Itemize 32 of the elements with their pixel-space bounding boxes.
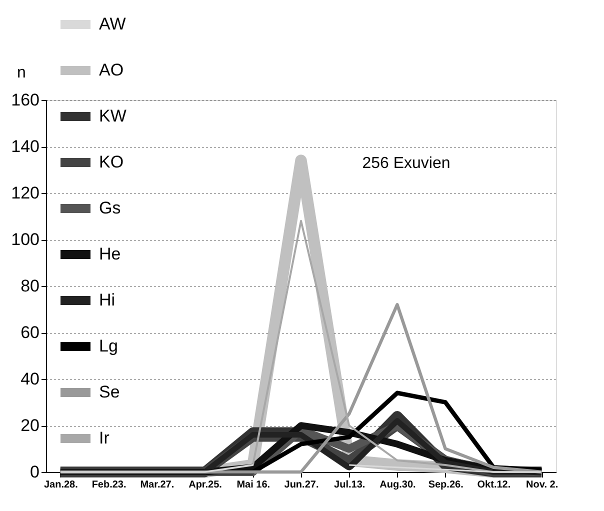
legend-label: AO — [99, 60, 124, 80]
y-axis-title: n — [17, 64, 26, 82]
legend-label: He — [99, 244, 121, 264]
y-tick-label: 20 — [20, 416, 40, 435]
y-tick-label: 80 — [20, 276, 40, 296]
x-tick-label: Nov. 2. — [526, 480, 558, 490]
y-tick-label: 100 — [11, 230, 40, 249]
x-tick-label: Jun.27. — [284, 480, 319, 490]
y-tick-label: 40 — [20, 370, 40, 388]
x-tick-label: Apr.25. — [188, 480, 222, 490]
x-tick-label: Feb.23. — [92, 480, 126, 490]
x-tick-label: Mai 16. — [236, 480, 270, 490]
x-tick-label: Okt.12. — [477, 480, 511, 490]
legend-label: AW — [99, 14, 126, 34]
y-tick-label: 160 — [11, 90, 40, 110]
x-tick-label: Aug.30. — [380, 480, 416, 490]
legend-label: Ir — [99, 428, 110, 448]
legend-label: Hi — [99, 290, 116, 310]
y-tick-label: 60 — [20, 323, 40, 342]
x-tick-label: Sep.26. — [428, 480, 464, 490]
y-tick-label: 0 — [30, 462, 40, 482]
legend-label: KO — [99, 152, 124, 172]
x-tick-label: Jul.13. — [334, 480, 366, 490]
legend-label: Gs — [99, 198, 121, 218]
legend-label: Se — [99, 382, 120, 402]
annotation: 256 Exuvien — [362, 155, 450, 172]
y-tick-label: 140 — [11, 137, 40, 156]
legend-label: Lg — [99, 336, 118, 356]
y-tick-label: 120 — [11, 184, 40, 202]
legend-label: KW — [99, 106, 126, 126]
x-tick-label: Jan.28. — [44, 480, 78, 490]
x-tick-label: Mar.27. — [140, 480, 174, 490]
